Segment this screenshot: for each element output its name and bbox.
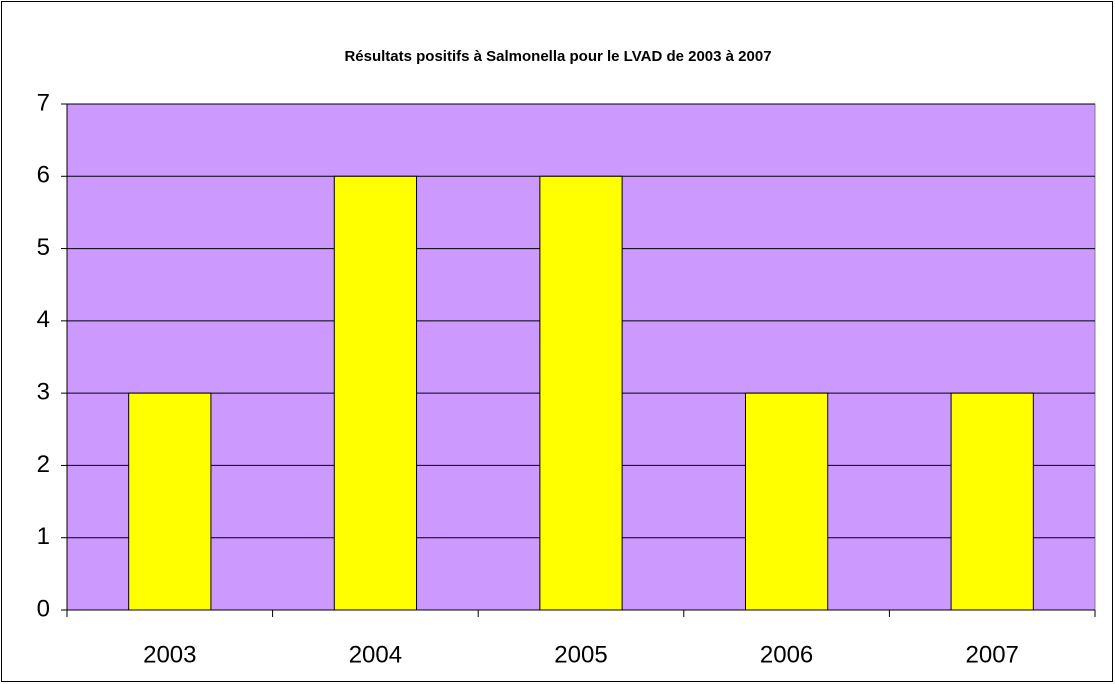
x-tick-label: 2007: [966, 641, 1019, 668]
y-tick-label: 2: [37, 451, 50, 478]
x-tick-label: 2006: [760, 641, 813, 668]
x-tick-label: 2005: [554, 641, 607, 668]
y-tick-label: 7: [37, 89, 50, 116]
x-tick-label: 2004: [349, 641, 402, 668]
bar: [539, 175, 623, 611]
chart-title: Résultats positifs à Salmonella pour le …: [344, 48, 771, 65]
bar: [744, 392, 829, 611]
y-tick-label: 4: [37, 306, 50, 333]
y-tick-label: 3: [37, 378, 50, 405]
bar: [950, 392, 1034, 611]
y-tick-label: 1: [37, 523, 50, 550]
y-tick-label: 5: [37, 234, 50, 261]
y-tick-label: 0: [37, 595, 50, 622]
x-tick-label: 2003: [143, 641, 196, 668]
bar: [333, 175, 418, 611]
y-tick-label: 6: [37, 162, 50, 189]
bar: [128, 392, 212, 611]
